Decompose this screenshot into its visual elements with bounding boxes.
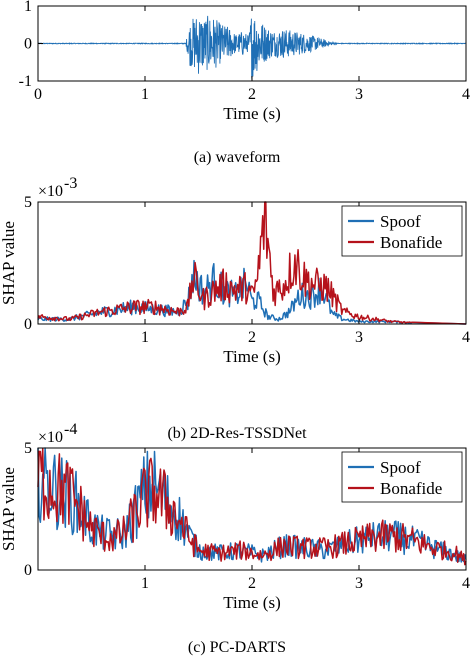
y-tick-label: 0 (24, 36, 32, 53)
x-tick-label: 2 (248, 329, 256, 346)
x-tick-label: 1 (141, 329, 149, 346)
x-tick-label: 4 (462, 86, 470, 103)
series-line-spoof (37, 447, 467, 563)
panel-caption: (a) waveform (194, 149, 281, 166)
legend-box (341, 205, 463, 257)
panel-caption: (c) PC-DARTS (188, 639, 286, 656)
legend-label-spoof: Spoof (380, 458, 421, 477)
y-tick-label: 0 (24, 562, 32, 579)
scale-exponent: -3 (64, 175, 77, 192)
panel-caption: (b) 2D-Res-TSSDNet (167, 425, 307, 442)
x-tick-label: 4 (462, 329, 470, 346)
y-axis-label: SHAP value (0, 221, 18, 305)
x-tick-label: 3 (355, 86, 363, 103)
legend-label-bonafide: Bonafide (380, 479, 442, 498)
x-tick-label: 3 (355, 329, 363, 346)
y-tick-label: 5 (24, 440, 32, 457)
x-tick-label: 2 (248, 86, 256, 103)
y-tick-label: 1 (24, 0, 32, 15)
x-tick-label: 0 (34, 86, 42, 103)
x-tick-label: 4 (462, 575, 470, 592)
x-axis-label: Time (s) (223, 104, 280, 123)
x-axis-label: Time (s) (223, 593, 280, 612)
legend-label-spoof: Spoof (380, 212, 421, 231)
legend-box (341, 451, 463, 503)
chart-panel-b: 1 2 3 4 0 5 Time (s) SHAP value ×10 -3 Spoof Bonafi… (0, 175, 470, 442)
y-tick-label: -1 (19, 73, 32, 90)
series-line-bonafide (37, 447, 467, 566)
y-tick-label: 5 (24, 194, 32, 211)
scale-exponent: -4 (64, 421, 77, 438)
scale-multiplier: ×10 (38, 429, 63, 446)
y-axis-label: SHAP value (0, 467, 18, 551)
x-tick-label: 1 (141, 575, 149, 592)
x-tick-label: 1 (141, 86, 149, 103)
scale-multiplier: ×10 (38, 183, 63, 200)
x-tick-label: 3 (355, 575, 363, 592)
chart-panel-c: 1 2 3 4 0 5 Time (s) SHAP value ×10 -4 Spoof Bonafi… (0, 421, 470, 656)
legend-label-bonafide: Bonafide (380, 233, 442, 252)
x-tick-label: 2 (248, 575, 256, 592)
series-line-bonafide (37, 201, 467, 325)
y-tick-label: 0 (24, 316, 32, 333)
waveform-line (37, 15, 467, 81)
series-line-spoof (37, 259, 467, 325)
x-axis-label: Time (s) (223, 347, 280, 366)
